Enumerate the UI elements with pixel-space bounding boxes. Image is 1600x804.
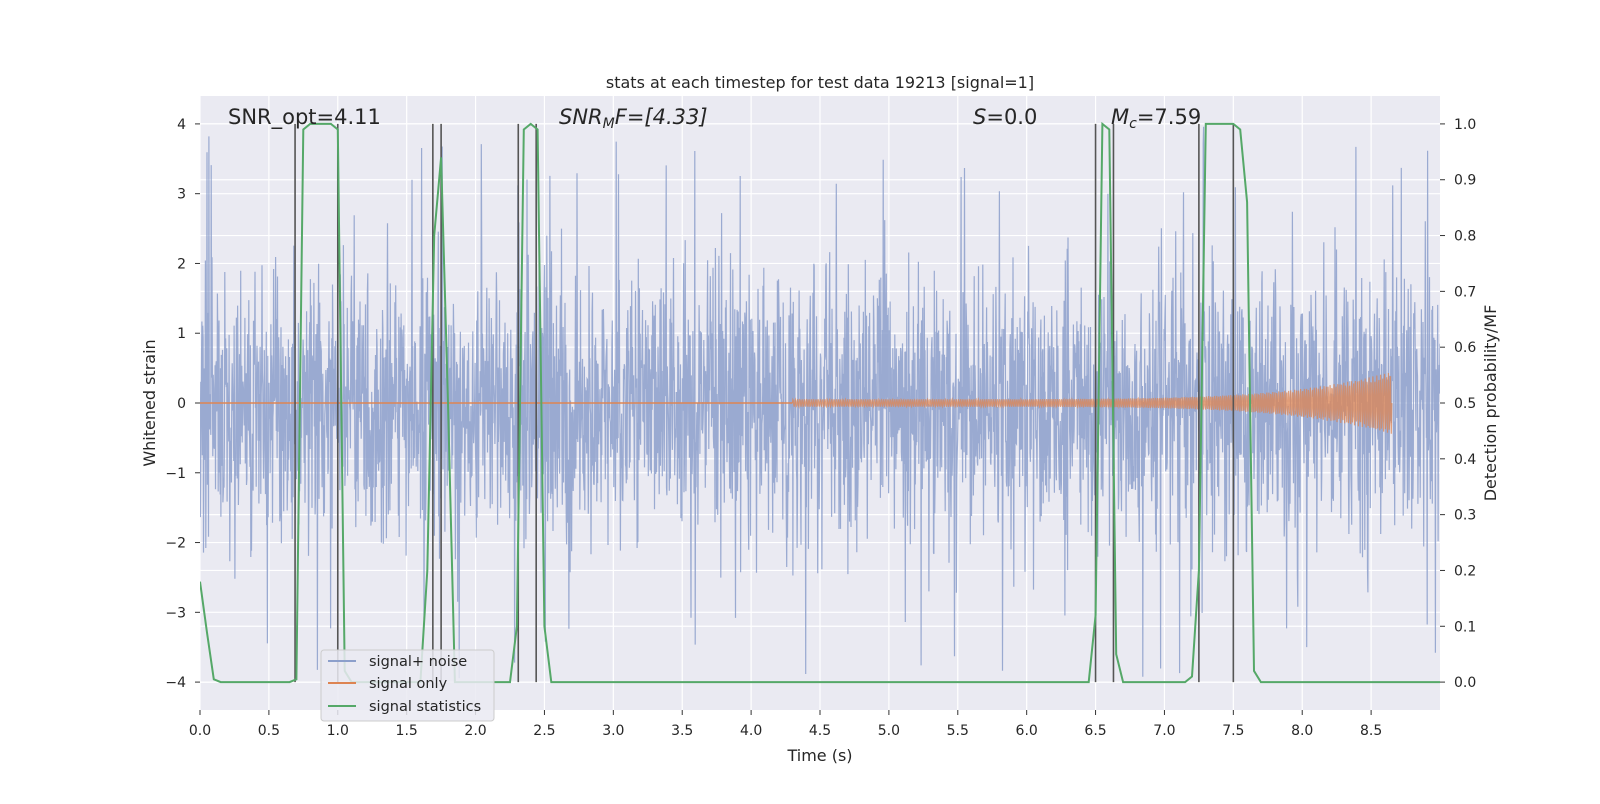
x-tick-label-11: 5.5	[947, 723, 969, 739]
x-axis-label: Time (s)	[786, 746, 852, 765]
legend-label-signal: signal only	[369, 676, 448, 692]
series-signal-only	[791, 372, 1393, 434]
yr-tick-label-8: 0.8	[1454, 229, 1476, 245]
y-tick-label-6: 2	[177, 256, 186, 272]
x-tick-label-6: 3.0	[602, 723, 624, 739]
y-tick-label-3: −1	[165, 466, 186, 482]
x-tick-label-10: 5.0	[878, 723, 900, 739]
x-tick-label-15: 7.5	[1222, 723, 1244, 739]
snr-mf-prefix: SNR	[559, 105, 603, 129]
yr-tick-label-10: 1.0	[1454, 117, 1476, 133]
legend-label-noise: signal+ noise	[369, 654, 467, 670]
x-tick-label-1: 0.5	[258, 723, 280, 739]
yr-tick-label-1: 0.1	[1454, 619, 1476, 635]
plot-layer	[200, 121, 1440, 684]
y-tick-label-5: 1	[177, 326, 186, 342]
y-ticks-right: 0.0 0.1 0.2 0.3 0.4 0.5 0.6 0.7 0.8 0.9 1.0	[1440, 117, 1476, 691]
annotation-snr-opt: SNR_opt=4.11	[228, 105, 381, 130]
legend-box	[320, 649, 495, 722]
x-tick-label-5: 2.5	[533, 723, 555, 739]
yr-tick-label-0: 0.0	[1454, 675, 1476, 691]
yr-tick-label-2: 0.2	[1454, 563, 1476, 579]
x-tick-label-17: 8.5	[1360, 723, 1382, 739]
yr-tick-label-7: 0.7	[1454, 284, 1476, 300]
x-tick-label-9: 4.5	[809, 723, 831, 739]
snr-mf-sub: M	[603, 116, 615, 132]
y-axis-label: Whitened strain	[140, 339, 159, 466]
x-tick-label-2: 1.0	[327, 723, 349, 739]
y-tick-label-0: −4	[165, 675, 186, 691]
x-tick-label-4: 2.0	[464, 723, 486, 739]
annotation-snr-mf: SNRMF=[4.33]	[559, 105, 708, 132]
y-tick-label-4: 0	[177, 396, 186, 412]
y-tick-label-8: 4	[177, 117, 186, 133]
yr-tick-label-3: 0.3	[1454, 508, 1476, 524]
annotation-s: S=0.0	[973, 105, 1037, 129]
x-tick-label-13: 6.5	[1084, 723, 1106, 739]
mc-rest: =7.59	[1137, 105, 1201, 129]
legend-label-stats: signal statistics	[369, 699, 481, 715]
mc-prefix: M	[1111, 105, 1129, 129]
yr-tick-label-5: 0.5	[1454, 396, 1476, 412]
y-axis-label-right: Detection probability/MF	[1481, 305, 1500, 502]
y-ticks-left: −4 −3 −2 −1 0 1 2 3 4	[165, 117, 200, 691]
x-tick-label-0: 0.0	[189, 723, 211, 739]
series-signal-statistics	[200, 121, 1440, 684]
snr-mf-rest: F=[4.33]	[615, 105, 708, 129]
chart-title: stats at each timestep for test data 192…	[606, 73, 1034, 92]
yr-tick-label-9: 0.9	[1454, 173, 1476, 189]
annotation-mc: Mc=7.59	[1111, 105, 1201, 132]
x-tick-label-3: 1.5	[396, 723, 418, 739]
y-tick-label-1: −3	[165, 605, 186, 621]
y-tick-label-7: 3	[177, 187, 186, 203]
x-tick-label-8: 4.0	[740, 723, 762, 739]
legend: signal+ noise signal only signal statist…	[320, 649, 495, 722]
yr-tick-label-6: 0.6	[1454, 340, 1476, 356]
y-tick-label-2: −2	[165, 536, 186, 552]
x-tick-label-12: 6.0	[1016, 723, 1038, 739]
mc-sub: c	[1129, 116, 1137, 132]
yr-tick-label-4: 0.4	[1454, 452, 1476, 468]
x-tick-label-7: 3.5	[671, 723, 693, 739]
x-ticks: 0.0 0.5 1.0 1.5 2.0 2.5 3.0 3.5 4.0 4.5 5.0 5.5 6.0 6…	[189, 710, 1382, 739]
x-tick-label-14: 7.0	[1153, 723, 1175, 739]
s-prefix: S	[973, 105, 986, 129]
x-tick-label-16: 8.0	[1291, 723, 1313, 739]
s-rest: =0.0	[986, 105, 1037, 129]
